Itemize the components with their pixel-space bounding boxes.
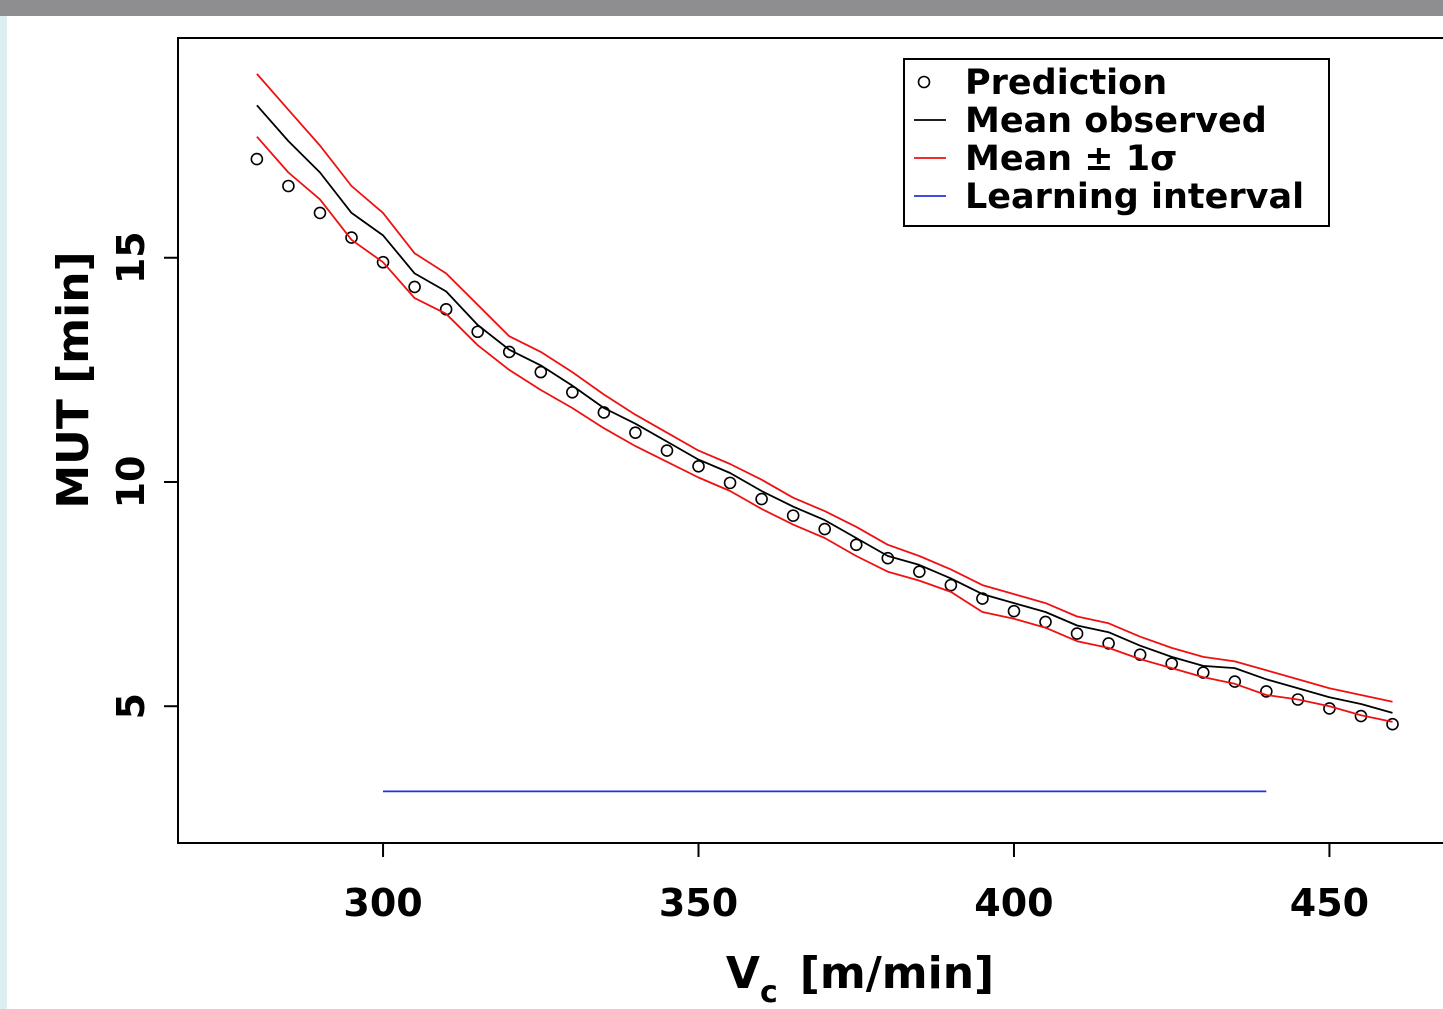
- legend-label: Learning interval: [965, 177, 1304, 217]
- legend-label: Mean observed: [965, 101, 1267, 141]
- prediction-point: [1196, 666, 1210, 679]
- axis-titles: Vc [m/min] MUT [min]: [48, 251, 994, 1009]
- mean-minus-sigma-line: [256, 136, 1393, 723]
- prediction-point: [1102, 637, 1115, 650]
- plot-border: [177, 37, 1443, 844]
- y-tick-label: 10: [109, 456, 153, 509]
- prediction-point: [723, 476, 737, 490]
- prediction-point: [376, 255, 390, 269]
- series-layer: [250, 73, 1399, 793]
- prediction-point: [755, 492, 768, 506]
- prediction-point: [1386, 717, 1399, 731]
- x-tick-label: 400: [974, 881, 1053, 925]
- prediction-point: [818, 522, 831, 536]
- prediction-point: [1165, 657, 1179, 670]
- prediction-point: [692, 459, 705, 473]
- prediction-point: [1007, 604, 1021, 618]
- legend-symbol-circle: [917, 75, 931, 89]
- prediction-point: [250, 152, 264, 166]
- mean-observed-line: [256, 104, 1393, 714]
- prediction-point: [1260, 685, 1273, 698]
- prediction-point: [629, 426, 642, 439]
- prediction-point: [345, 231, 358, 244]
- prediction-point: [849, 538, 863, 552]
- prediction-point: [976, 592, 989, 605]
- prediction-point: [786, 509, 800, 522]
- window-top-bar: [0, 0, 1443, 16]
- legend-label: Prediction: [965, 63, 1167, 103]
- x-tick-label: 350: [659, 881, 738, 925]
- prediction-point: [1228, 675, 1242, 688]
- prediction-point: [282, 179, 295, 193]
- prediction-point: [471, 325, 484, 339]
- prediction-point: [566, 385, 579, 399]
- prediction-point: [944, 578, 958, 592]
- prediction-point: [408, 280, 421, 294]
- y-axis-title: MUT [min]: [48, 251, 99, 508]
- x-tick-label: 300: [343, 881, 422, 925]
- prediction-point: [660, 444, 674, 457]
- legend-box: [903, 58, 1330, 227]
- y-axis: 5 10 15: [109, 231, 178, 719]
- legend-label: Mean ± 1σ: [965, 139, 1177, 179]
- prediction-point: [534, 365, 548, 379]
- y-tick-label: 15: [109, 231, 153, 284]
- x-axis-title: Vc [m/min]: [726, 948, 994, 1009]
- plot-frame: [177, 37, 1443, 844]
- y-tick-label: 5: [109, 693, 153, 719]
- x-axis: 300 350 400 450: [343, 843, 1369, 925]
- prediction-point: [1070, 627, 1084, 640]
- mean-plus-sigma-line: [256, 73, 1393, 703]
- prediction-point: [913, 565, 926, 578]
- prediction-point: [313, 206, 327, 220]
- x-tick-label: 450: [1290, 881, 1369, 925]
- prediction-point: [1133, 648, 1147, 661]
- window-left-edge: [0, 16, 7, 1009]
